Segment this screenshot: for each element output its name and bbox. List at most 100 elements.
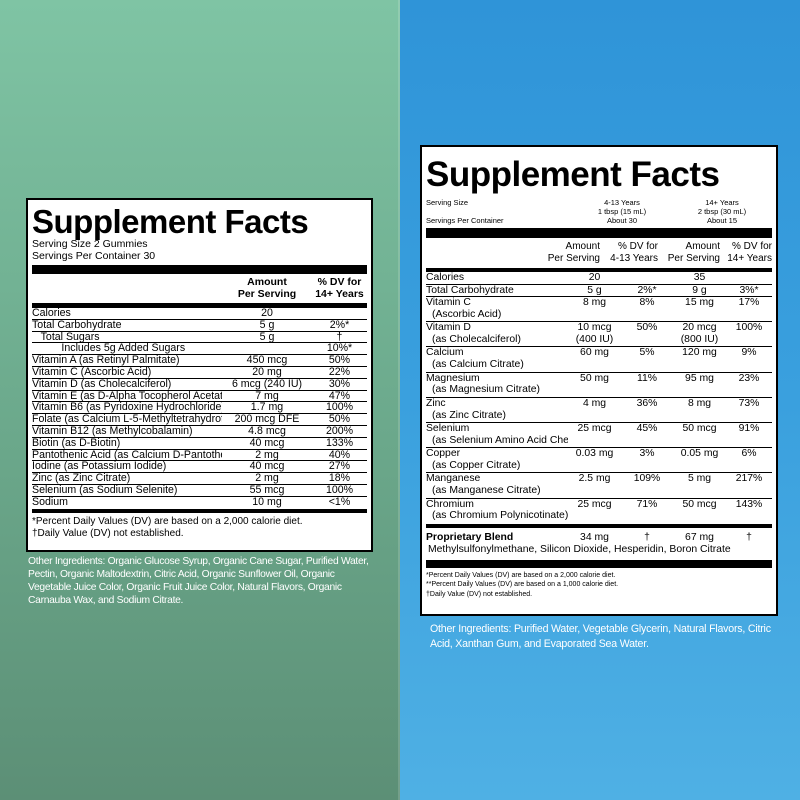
nutrient-row: Magnesium (as Magnesium Citrate) 50 mg 11% 9… bbox=[426, 373, 772, 398]
nutrient-amount: 2 mg bbox=[255, 473, 279, 485]
nutrient-dv: 40% bbox=[328, 449, 351, 461]
amount-4-13: 50 mg bbox=[580, 372, 609, 384]
nutrient-name: Sodium bbox=[32, 496, 68, 508]
nutrient-amount: 6 mcg (240 IU) bbox=[231, 378, 303, 390]
nutrient-row: Total Carbohydrate 5 g 2%* bbox=[32, 320, 367, 332]
nutrient-name: Vitamin C (Ascorbic Acid) bbox=[426, 297, 502, 320]
dv-14-plus: 23% bbox=[738, 372, 760, 384]
nutrient-dv: 22% bbox=[328, 366, 351, 378]
blend-name: Proprietary Blend bbox=[426, 531, 514, 543]
nutrient-amount: 40 mcg bbox=[249, 461, 285, 473]
nutrient-row: Manganese (as Manganese Citrate) 2.5 mg 109… bbox=[426, 473, 772, 499]
dv-4-13: 5% bbox=[639, 347, 655, 359]
dv-4-13: 71% bbox=[636, 498, 658, 510]
dv-14-plus: 6% bbox=[741, 448, 757, 460]
nutrient-row: Pantothenic Acid (as Calcium D-Pantothen… bbox=[32, 450, 367, 462]
footnote-dagger: †Daily Value (DV) not established. bbox=[426, 591, 533, 599]
nutrient-dv: 50% bbox=[328, 355, 351, 367]
nutrient-name: Magnesium (as Magnesium Citrate) bbox=[426, 372, 540, 396]
nutrient-amount: 10 mg bbox=[252, 496, 282, 508]
amount-4-13: 25 mcg bbox=[577, 498, 612, 510]
nutrient-row: Copper (as Copper Citrate) 0.03 mg 3% 0.05 m… bbox=[426, 448, 772, 474]
amount-14-plus: 0.05 mg bbox=[680, 448, 719, 460]
nutrient-row: Selenium (as Sodium Selenite) 55 mcg 100% bbox=[32, 485, 367, 497]
nutrient-name: Selenium(as Selenium Amino Acid Chelate) bbox=[426, 422, 568, 446]
nutrient-amount: 2 mg bbox=[255, 449, 279, 461]
amount-14-plus: 120 mg bbox=[682, 347, 717, 359]
nutrient-amount: 20 mg bbox=[252, 366, 282, 378]
amount-14-plus: 95 mg bbox=[685, 372, 714, 384]
nutrient-row: Vitamin A (as Retinyl Palmitate) 450 mcg 5… bbox=[32, 355, 367, 367]
nutrient-amount: 55 mcg bbox=[249, 484, 285, 496]
amount-14-plus: 9 g bbox=[692, 284, 707, 296]
nutrient-name: Folate (as Calcium L-5-Methyltetrahydrof… bbox=[32, 414, 222, 426]
nutrient-amount: 450 mcg bbox=[246, 355, 288, 367]
supplement-facts-label-gummies: Supplement Facts Serving Size 2 Gummies … bbox=[26, 198, 373, 552]
column-header: Amount Per Serving % DV for 14+ Years bbox=[32, 274, 367, 303]
amount-14-plus: 50 mcg bbox=[682, 422, 717, 434]
amount-14-plus: 5 mg bbox=[687, 473, 712, 485]
amount-4-13: 5 g bbox=[587, 284, 602, 296]
supplement-facts-label-liquid: Supplement Facts Serving Size Servings P… bbox=[420, 145, 778, 616]
footnote-dagger: †Daily Value (DV) not established. bbox=[32, 527, 184, 539]
nutrient-name: Vitamin B12 (as Methylcobalamin) bbox=[32, 425, 193, 437]
amount-header-1: Amount Per Serving bbox=[547, 241, 600, 264]
nutrient-row: Total Sugars 5 g † bbox=[32, 332, 367, 344]
proprietary-blend: Proprietary Blend 34 mg † 67 mg † Methyl… bbox=[426, 528, 772, 560]
amount-14-plus: 15 mg bbox=[685, 297, 714, 308]
nutrient-name: Calories bbox=[426, 272, 465, 283]
nutrient-name: Manganese (as Manganese Citrate) bbox=[426, 473, 541, 497]
nutrient-name: Vitamin C (Ascorbic Acid) bbox=[32, 366, 152, 378]
nutrient-amount: 20 bbox=[261, 308, 273, 319]
nutrient-row: Vitamin C (Ascorbic Acid) 20 mg 22% bbox=[32, 367, 367, 379]
blend-contents: Methylsulfonylmethane, Silicon Dioxide, … bbox=[428, 544, 731, 556]
nutrient-name: Zinc (as Zinc Citrate) bbox=[426, 397, 506, 421]
nutrient-name: Copper (as Copper Citrate) bbox=[426, 448, 521, 471]
footnote-dv: *Percent Daily Values (DV) are based on … bbox=[32, 515, 303, 527]
nutrient-name: Total Sugars bbox=[32, 331, 100, 343]
nutrient-row: Vitamin B12 (as Methylcobalamin) 4.8 mcg 2… bbox=[32, 426, 367, 438]
dv-4-13: 11% bbox=[636, 372, 658, 384]
nutrient-row: Chromium (as Chromium Polynicotinate) 25 m… bbox=[426, 499, 772, 524]
amount-4-13: 25 mcg bbox=[577, 422, 612, 434]
nutrient-row: Vitamin C (Ascorbic Acid) 8 mg 8% 15 mg 17% bbox=[426, 297, 772, 323]
serving-info: Serving Size Servings Per Container 4-13… bbox=[426, 198, 772, 225]
nutrient-dv: 18% bbox=[328, 473, 351, 485]
nutrient-table: Calories 20 35 Total Carbohydrate 5 g 2%* 9 g 3… bbox=[426, 272, 772, 524]
nutrient-dv: 100% bbox=[325, 402, 354, 414]
nutrient-row: Calcium (as Calcium Citrate) 60 mg 5% 120 mg… bbox=[426, 347, 772, 373]
nutrient-row: Biotin (as D-Biotin) 40 mcg 133% bbox=[32, 438, 367, 450]
dv-4-13: 2%* bbox=[637, 284, 657, 296]
nutrient-amount: 5 g bbox=[259, 319, 275, 331]
end-rule bbox=[32, 508, 367, 513]
footnotes: *Percent Daily Values (DV) are based on … bbox=[426, 568, 772, 600]
mid-rule bbox=[32, 303, 367, 308]
amount-4-13: 8 mg bbox=[582, 297, 607, 308]
footnotes: *Percent Daily Values (DV) are based on … bbox=[32, 513, 367, 540]
nutrient-amount: 200 mcg DFE bbox=[234, 414, 300, 426]
nutrient-row: Selenium(as Selenium Amino Acid Chelate)… bbox=[426, 422, 772, 449]
nutrient-name: Zinc (as Zinc Citrate) bbox=[32, 473, 131, 485]
blend-amount-14-plus: 67 mg bbox=[685, 531, 714, 543]
nutrient-dv: 2%* bbox=[329, 319, 350, 331]
nutrient-name: Vitamin B6 (as Pyridoxine Hydrochloride) bbox=[32, 402, 222, 414]
nutrient-name: Calories bbox=[32, 308, 71, 319]
nutrient-row: Vitamin B6 (as Pyridoxine Hydrochloride)… bbox=[32, 402, 367, 415]
nutrient-row: Iodine (as Potassium Iodide) 40 mcg 27% bbox=[32, 461, 367, 474]
nutrient-name: Biotin (as D-Biotin) bbox=[32, 437, 121, 449]
amount-4-13: 2.5 mg bbox=[578, 473, 611, 485]
amount-14-plus: 35 bbox=[693, 272, 706, 283]
blend-dv-4-13: † bbox=[644, 531, 650, 543]
footnote-dv-1000: **Percent Daily Values (DV) are based on… bbox=[426, 581, 619, 589]
label-title: Supplement Facts bbox=[32, 203, 309, 240]
dv-14-plus: 17% bbox=[738, 297, 760, 308]
nutrient-amount: 5 g bbox=[259, 331, 275, 343]
serving-group-14-plus: 14+ Years 2 tbsp (30 mL) About 15 bbox=[697, 198, 747, 225]
dv-4-13: 45% bbox=[636, 422, 658, 434]
nutrient-name: Chromium (as Chromium Polynicotinate) bbox=[426, 498, 568, 522]
other-ingredients-liquid: Other Ingredients: Purified Water, Veget… bbox=[430, 623, 771, 650]
nutrient-name: Selenium (as Sodium Selenite) bbox=[32, 484, 178, 496]
dv-14-plus: 73% bbox=[738, 397, 760, 409]
nutrient-row: Vitamin D (as Cholecalciferol) 10 mcg (400 … bbox=[426, 322, 772, 348]
dv-4-13: 3% bbox=[639, 448, 655, 460]
